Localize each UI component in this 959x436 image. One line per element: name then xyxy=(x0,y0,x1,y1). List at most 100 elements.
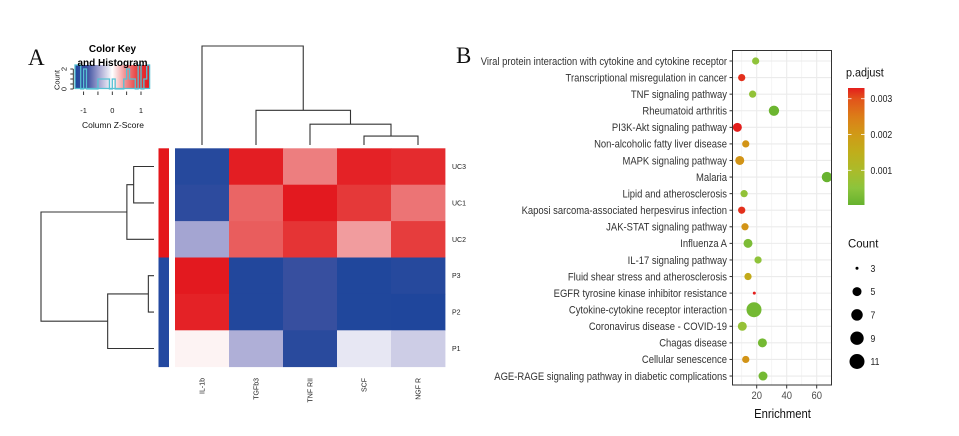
p-adjust-legend: p.adjust 0.003 0.002 0.001 xyxy=(846,67,892,205)
heatmap-cell xyxy=(283,293,338,331)
color-key-x-tick-label: 1 xyxy=(139,106,143,115)
heatmap-cell xyxy=(229,293,284,331)
y-tick-label: TNF signaling pathway xyxy=(631,89,728,101)
p-adjust-tick-label: 0.002 xyxy=(871,129,893,140)
row-side-color-p xyxy=(158,293,169,331)
row-label: P1 xyxy=(452,346,461,353)
count-legend-label: 9 xyxy=(871,333,876,344)
data-point xyxy=(737,321,747,331)
heatmap-cell xyxy=(229,148,284,186)
row-side-colors xyxy=(158,148,169,368)
dendrogram-branch xyxy=(40,211,127,322)
heatmap-cell xyxy=(175,184,230,222)
y-tick-label: Kaposi sarcoma-associated herpesvirus in… xyxy=(522,205,728,217)
row-side-color-p xyxy=(158,330,169,368)
y-tick-label: AGE-RAGE signaling pathway in diabetic c… xyxy=(494,371,727,383)
y-tick-label: Non-alcoholic fatty liver disease xyxy=(594,139,727,151)
heatmap-cell xyxy=(391,221,446,258)
heatmap-cell xyxy=(391,184,446,222)
y-tick-label: PI3K-Akt signaling pathway xyxy=(612,123,728,135)
row-side-color-uc xyxy=(158,148,169,186)
x-axis: 20 40 60 xyxy=(751,385,822,402)
heatmap-cell xyxy=(337,221,392,258)
heatmap-cell xyxy=(283,148,338,186)
y-tick-label: Coronavirus disease - COVID-19 xyxy=(589,322,727,334)
count-legend-circle xyxy=(852,287,862,297)
heatmap-cell xyxy=(175,257,230,295)
heatmap-cells xyxy=(175,148,446,368)
color-key-body: -1 0 1 0 2 xyxy=(60,64,151,115)
heatmap-cell xyxy=(283,184,338,222)
row-side-color-uc xyxy=(158,184,169,222)
data-point xyxy=(746,302,762,318)
data-point xyxy=(732,122,742,132)
heatmap-cell xyxy=(229,221,284,258)
heatmap-cell xyxy=(175,221,230,258)
y-axis: Viral protein interaction with cytokine … xyxy=(481,56,733,383)
data-point xyxy=(744,272,752,281)
row-label: UC3 xyxy=(452,164,466,171)
data-point xyxy=(752,57,760,65)
data-point xyxy=(768,105,780,116)
row-label: P2 xyxy=(452,310,461,317)
y-tick-label: Cellular senescence xyxy=(642,355,727,367)
heatmap-cell xyxy=(337,293,392,331)
heatmap-cell xyxy=(229,330,284,368)
y-tick-label: Fluid shear stress and atherosclerosis xyxy=(568,272,727,284)
data-point xyxy=(758,371,768,381)
count-legend-items: 3 5 7 9 11 xyxy=(849,263,880,369)
heatmap-cell xyxy=(229,184,284,222)
p-adjust-colorbar: 0.003 0.002 0.001 xyxy=(848,88,892,205)
column-label: SCF xyxy=(362,378,369,392)
heatmap-cell xyxy=(391,293,446,331)
panel-a-heatmap: A Color Key -1 0 1 0 2 and Histogram Count C… xyxy=(28,44,466,403)
p-adjust-legend-title: p.adjust xyxy=(846,67,885,80)
x-axis-title: Enrichment xyxy=(754,406,811,421)
row-labels: UC3 UC1 UC2 P3 P2 P1 xyxy=(452,164,466,353)
y-tick-label: EGFR tyrosine kinase inhibitor resistanc… xyxy=(554,288,728,300)
y-tick-label: Influenza A xyxy=(680,239,727,251)
count-legend-circle xyxy=(855,266,859,270)
heatmap-cell xyxy=(283,330,338,368)
data-point xyxy=(754,256,762,264)
plot-panel-border xyxy=(732,50,832,386)
row-side-color-p xyxy=(158,257,169,295)
heatmap-cell xyxy=(229,257,284,295)
count-legend-title: Count xyxy=(848,237,879,250)
y-tick-label: Transcriptional misregulation in cancer xyxy=(566,73,728,85)
row-dendrogram xyxy=(40,165,154,350)
y-tick-label: Rheumatoid arthritis xyxy=(642,106,727,118)
color-key-y-label: Count xyxy=(53,69,62,90)
count-legend-label: 3 xyxy=(871,263,876,274)
color-key-x-label: Column Z-Score xyxy=(82,120,144,130)
data-point xyxy=(738,206,746,214)
heatmap-cell xyxy=(391,330,446,368)
count-legend-circle xyxy=(849,354,865,369)
y-tick-label: JAK-STAT signaling pathway xyxy=(606,222,728,234)
data-point xyxy=(742,355,750,364)
column-label: NGF R xyxy=(416,378,423,400)
count-legend-label: 11 xyxy=(871,357,880,368)
x-tick-label: 60 xyxy=(811,390,822,402)
count-legend-circle xyxy=(850,331,864,345)
data-point xyxy=(740,190,748,198)
y-tick-label: Chagas disease xyxy=(659,338,727,350)
column-dendrogram xyxy=(201,45,419,145)
color-key: Color Key -1 0 1 0 2 and Histogram Count Col… xyxy=(53,44,151,130)
p-adjust-tick-label: 0.003 xyxy=(871,94,893,105)
row-side-color-uc xyxy=(158,221,169,258)
column-label: TGFb3 xyxy=(254,378,261,400)
heatmap-cell xyxy=(283,257,338,295)
y-tick-label: Malaria xyxy=(696,172,727,184)
count-legend: Count 3 5 7 9 11 xyxy=(848,237,880,369)
data-point xyxy=(735,155,745,165)
plot-points xyxy=(732,57,832,381)
data-point xyxy=(752,291,756,295)
column-label: TNF RII xyxy=(308,378,315,403)
data-point xyxy=(738,73,746,82)
color-key-subtitle: and Histogram xyxy=(77,58,147,69)
data-point xyxy=(741,223,749,231)
p-adjust-tick-label: 0.001 xyxy=(871,165,893,176)
color-key-y-tick-label: 2 xyxy=(60,67,69,71)
